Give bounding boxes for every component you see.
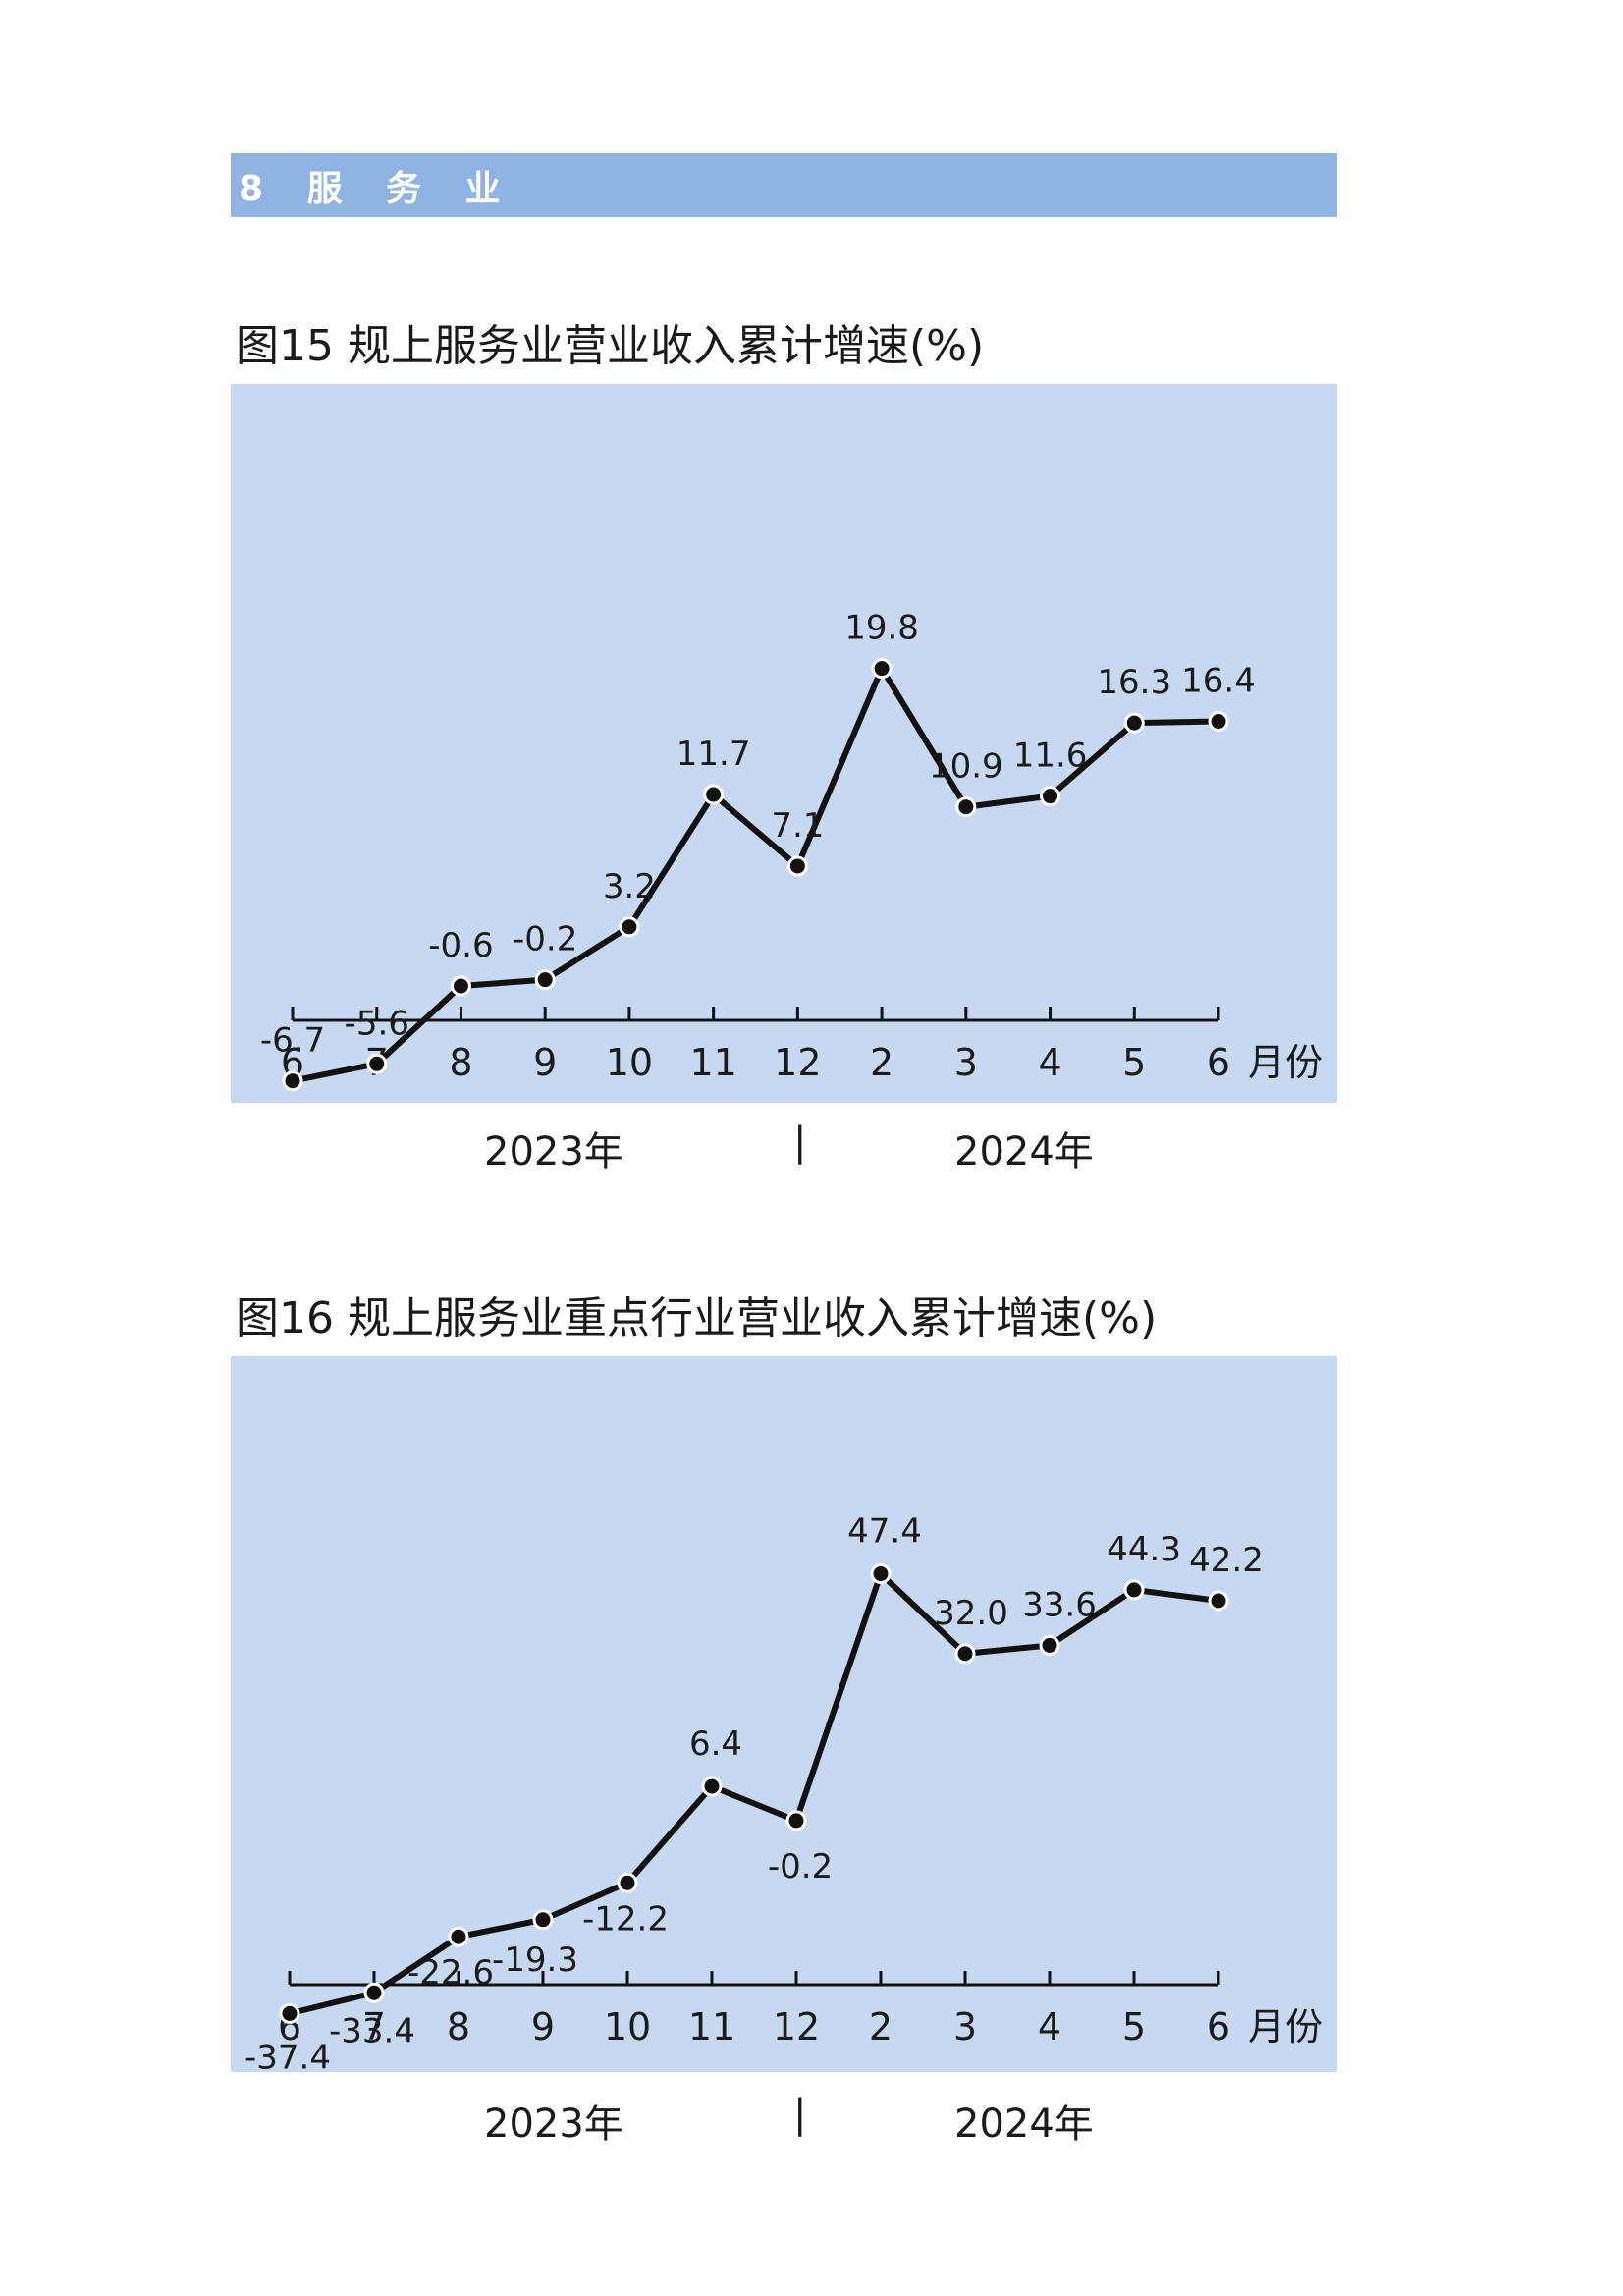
chart-15-data-point <box>703 784 725 805</box>
chart-16-data-label: -12.2 <box>582 1899 669 1939</box>
chart-15-data-point <box>1208 711 1229 733</box>
chart-16-data-point <box>1208 1590 1229 1612</box>
chart-15-data-label: 16.4 <box>1181 662 1256 701</box>
chart-16-data-label: 6.4 <box>689 1724 742 1764</box>
chart-15-data-label: 10.9 <box>929 747 1003 787</box>
chart-15-x-tick-label: 2 <box>870 1041 893 1084</box>
chart-15-data-label: 3.2 <box>603 867 656 906</box>
chart-16-data-label: 42.2 <box>1189 1541 1264 1580</box>
chart-16-x-tick-label: 3 <box>953 2005 977 2049</box>
chart-16-data-point <box>1123 1579 1145 1601</box>
chart-16-svg: 6 7 8 9 10 11 12 2 3 4 5 6 月份-37.4-33.4-22.6-19.3-12… <box>244 1512 1323 2072</box>
chart-16-data-point <box>954 1643 976 1665</box>
chart-15-data-label: -0.6 <box>428 926 493 965</box>
chart-16-title: 图16 规上服务业重点行业营业收入累计增速(%) <box>236 1293 1158 1343</box>
chart-15-year-2023: 2023年 <box>484 1129 623 1175</box>
chart-15-x-tick-label: 3 <box>954 1041 978 1084</box>
chart-16-x-tick-label: 11 <box>688 2005 735 2049</box>
chart-15-data-label: 11.7 <box>676 735 751 774</box>
chart-15-data-point <box>450 975 471 997</box>
chart-15-data-point <box>282 1070 303 1092</box>
chart-15-data-label: 7.1 <box>771 806 824 846</box>
chart-15-year-2024: 2024年 <box>954 1129 1094 1175</box>
chart-15-data-point <box>786 855 808 877</box>
chart-16-data-label: 33.6 <box>1022 1585 1097 1624</box>
chart-15-data-point <box>1123 712 1145 734</box>
section-title: 8 服 务 业 <box>239 168 516 209</box>
chart-15-data-label: 16.3 <box>1097 663 1171 702</box>
chart-15-x-tick-label: 11 <box>689 1041 736 1084</box>
chart-16-x-tick-label: 5 <box>1122 2005 1146 2049</box>
chart-15-series-line <box>290 665 1221 1084</box>
chart-15-year-row: 2023年 | 2024年 <box>231 1120 1337 1178</box>
chart-16-data-point <box>279 2002 300 2024</box>
chart-15-x-tick-label: 4 <box>1038 1041 1061 1084</box>
chart-16-data-label: -19.3 <box>492 1941 578 1980</box>
chart-16-data-point <box>701 1776 723 1797</box>
chart-16-data-label: -33.4 <box>329 2011 415 2050</box>
chart-16-data-label: 32.0 <box>934 1594 1008 1633</box>
chart-15-x-tick-label: 6 <box>1207 1041 1230 1084</box>
chart-16-x-tick-label: 2 <box>869 2005 893 2049</box>
chart-16-data-label: 47.4 <box>847 1512 922 1552</box>
chart-16-data-label: -37.4 <box>244 2038 331 2072</box>
chart-16-x-tick-label: 8 <box>447 2005 470 2049</box>
chart-16-data-point <box>532 1909 554 1931</box>
chart-16-data-point <box>363 1982 385 2003</box>
chart-15-year-separator: | <box>793 1120 807 1165</box>
chart-15-data-point <box>534 969 556 991</box>
chart-15-panel: 678910111223456月份-6.7-5.6-0.6-0.23.211.7… <box>231 384 1337 1103</box>
chart-15-data-point <box>871 658 893 680</box>
chart-15-data-label: -6.7 <box>260 1021 325 1061</box>
chart-15-data-point <box>619 916 640 938</box>
chart-16-x-tick-label: 9 <box>531 2005 555 2049</box>
chart-15-x-tick-label: 9 <box>533 1041 557 1084</box>
chart-15-data-label: -5.6 <box>345 1004 409 1043</box>
chart-16-data-point <box>870 1563 892 1585</box>
chart-15-data-point <box>366 1053 388 1074</box>
chart-16-data-label: -22.6 <box>407 1953 494 1993</box>
chart-16-x-tick-label: 4 <box>1038 2005 1061 2049</box>
chart-16-data-point <box>785 1810 807 1831</box>
chart-16-x-tick-label: 12 <box>773 2005 820 2049</box>
chart-15-x-tick-label: 8 <box>449 1041 472 1084</box>
chart-15-data-label: -0.2 <box>513 920 577 959</box>
chart-16-x-tick-label: 7 <box>362 2005 386 2049</box>
chart-16-series-line <box>287 1570 1221 2017</box>
chart-16-data-point <box>448 1926 469 1947</box>
chart-16-year-2024: 2024年 <box>954 2102 1094 2147</box>
chart-16-x-tick-label: 6 <box>1207 2005 1230 2049</box>
chart-15-title: 图15 规上服务业营业收入累计增速(%) <box>236 321 985 371</box>
chart-16-year-separator: | <box>793 2092 807 2137</box>
chart-15-x-tick-label: 12 <box>774 1041 821 1084</box>
chart-16-x-unit-label: 月份 <box>1248 2005 1323 2049</box>
chart-16-data-label: -0.2 <box>768 1847 833 1886</box>
chart-16-year-row: 2023年 | 2024年 <box>231 2092 1337 2151</box>
chart-16-x-tick-label: 10 <box>604 2005 651 2049</box>
chart-15-data-point <box>1040 786 1061 807</box>
chart-15-data-point <box>955 796 977 818</box>
chart-16-data-point <box>1039 1634 1060 1656</box>
section-header-bar: 8 服 务 业 <box>231 153 1337 217</box>
chart-15-x-tick-label: 10 <box>606 1041 653 1084</box>
chart-15-data-label: 19.8 <box>844 609 919 648</box>
chart-15-x-unit-label: 月份 <box>1248 1041 1323 1084</box>
chart-16-year-2023: 2023年 <box>484 2102 623 2147</box>
chart-16-data-label: 44.3 <box>1107 1530 1181 1569</box>
chart-15-x-tick-label: 5 <box>1122 1041 1146 1084</box>
chart-15-svg: 678910111223456月份-6.7-5.6-0.6-0.23.211.7… <box>260 609 1323 1092</box>
chart-16-panel: 6 7 8 9 10 11 12 2 3 4 5 6 月份 -37.4 -33.4 -22.6 -19.3 -12… <box>231 1356 1337 2072</box>
chart-16-data-point <box>617 1872 638 1893</box>
chart-15-data-label: 11.6 <box>1013 737 1088 776</box>
